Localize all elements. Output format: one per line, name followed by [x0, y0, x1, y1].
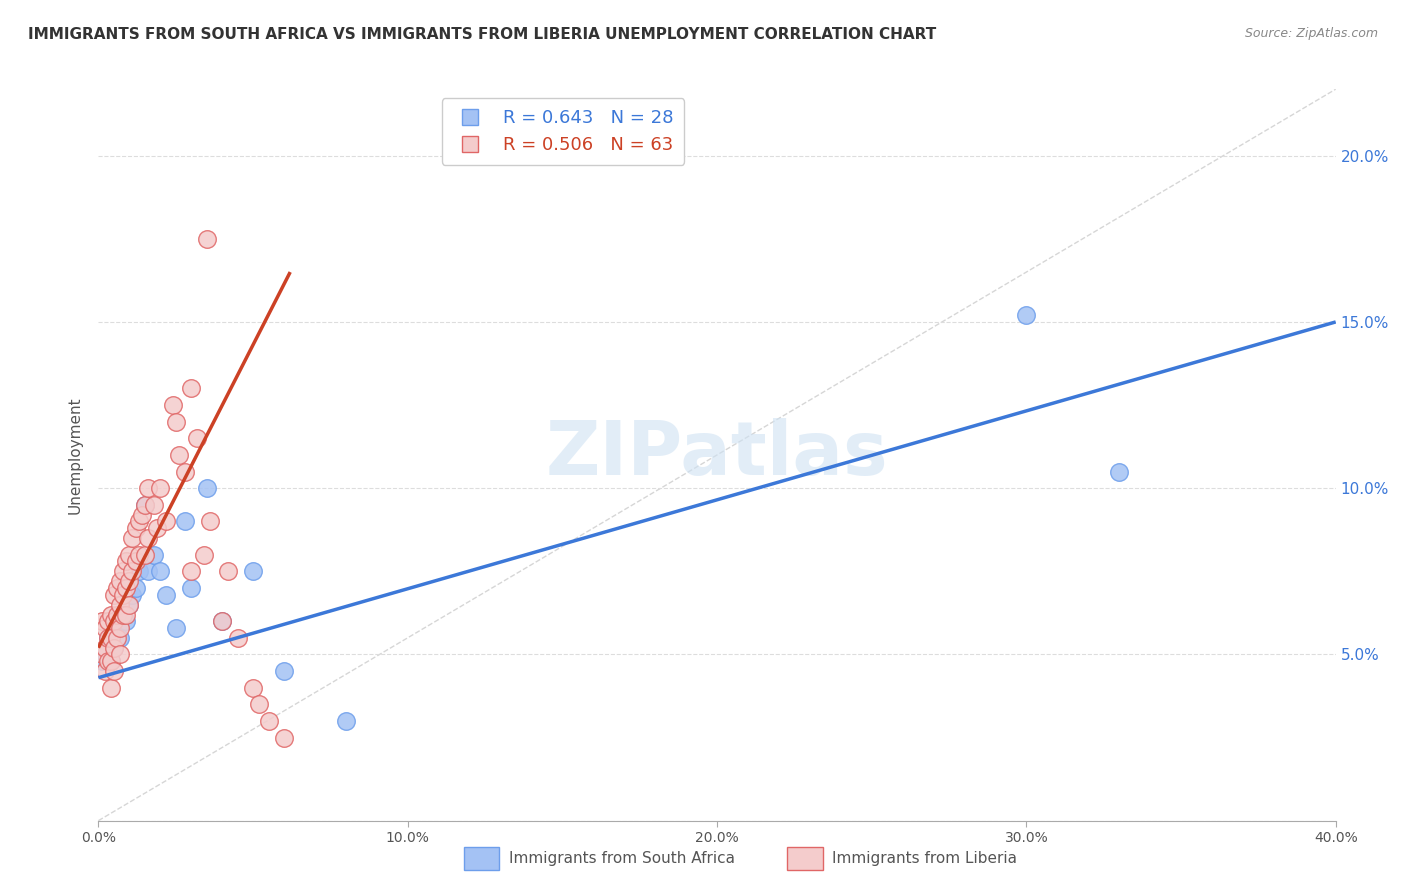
Point [217, 564, 239, 578]
Point [165, 415, 187, 429]
Point [103, 614, 125, 628]
Point [93, 640, 115, 655]
Point [162, 398, 184, 412]
Point [273, 731, 295, 745]
Point [112, 607, 135, 622]
Point [105, 607, 128, 622]
Point [97, 614, 120, 628]
Point [134, 498, 156, 512]
Point [180, 381, 202, 395]
Point [186, 431, 208, 445]
Point [90, 648, 112, 662]
Point [242, 681, 264, 695]
Point [105, 621, 128, 635]
Point [90, 654, 112, 668]
Point [155, 588, 177, 602]
Point [174, 515, 197, 529]
Point [124, 581, 146, 595]
Point [128, 548, 150, 562]
Point [247, 698, 270, 712]
Point [198, 515, 221, 529]
Point [242, 564, 264, 578]
Y-axis label: Unemployment: Unemployment [67, 396, 83, 514]
Point [335, 714, 357, 728]
Point [93, 664, 115, 678]
Text: ZIPatlas: ZIPatlas [546, 418, 889, 491]
Point [118, 574, 141, 589]
Point [100, 654, 122, 668]
Point [155, 515, 177, 529]
Point [105, 631, 128, 645]
Point [149, 481, 172, 495]
Point [103, 640, 125, 655]
Point [195, 481, 218, 495]
Point [257, 714, 280, 728]
Point [143, 498, 166, 512]
Point [273, 664, 295, 678]
Point [167, 448, 190, 462]
Point [93, 648, 115, 662]
Point [121, 531, 143, 545]
Point [97, 631, 120, 645]
Point [128, 564, 150, 578]
Point [90, 614, 112, 628]
Text: Immigrants from Liberia: Immigrants from Liberia [832, 852, 1018, 866]
Point [165, 621, 187, 635]
Point [136, 564, 159, 578]
Point [1108, 465, 1130, 479]
Point [134, 548, 156, 562]
Point [195, 232, 218, 246]
Point [1015, 308, 1038, 322]
Point [118, 598, 141, 612]
Point [136, 531, 159, 545]
Point [180, 581, 202, 595]
Point [100, 654, 122, 668]
Point [100, 681, 122, 695]
Point [118, 548, 141, 562]
Point [115, 554, 138, 568]
Point [100, 631, 122, 645]
Point [108, 648, 131, 662]
Point [211, 614, 233, 628]
Point [131, 508, 153, 522]
Point [112, 564, 135, 578]
Point [180, 564, 202, 578]
Point [115, 614, 138, 628]
Text: IMMIGRANTS FROM SOUTH AFRICA VS IMMIGRANTS FROM LIBERIA UNEMPLOYMENT CORRELATION: IMMIGRANTS FROM SOUTH AFRICA VS IMMIGRAN… [28, 27, 936, 42]
Point [124, 554, 146, 568]
Point [115, 581, 138, 595]
Point [112, 588, 135, 602]
Text: Source: ZipAtlas.com: Source: ZipAtlas.com [1244, 27, 1378, 40]
Text: Immigrants from South Africa: Immigrants from South Africa [509, 852, 735, 866]
Point [108, 631, 131, 645]
Point [115, 607, 138, 622]
Point [103, 588, 125, 602]
Point [100, 607, 122, 622]
Point [105, 581, 128, 595]
Point [108, 574, 131, 589]
Point [149, 564, 172, 578]
Point [226, 631, 249, 645]
Point [97, 631, 120, 645]
Point [118, 598, 141, 612]
Point [103, 664, 125, 678]
Point [112, 607, 135, 622]
Point [134, 498, 156, 512]
Point [128, 515, 150, 529]
Point [121, 564, 143, 578]
Point [143, 548, 166, 562]
Point [136, 481, 159, 495]
Point [193, 548, 215, 562]
Point [108, 621, 131, 635]
Point [146, 521, 169, 535]
Point [97, 654, 120, 668]
Point [121, 588, 143, 602]
Point [103, 640, 125, 655]
Point [211, 614, 233, 628]
Point [124, 521, 146, 535]
Point [174, 465, 197, 479]
Legend: R = 0.643   N = 28, R = 0.506   N = 63: R = 0.643 N = 28, R = 0.506 N = 63 [441, 98, 685, 165]
Point [108, 598, 131, 612]
Point [93, 621, 115, 635]
